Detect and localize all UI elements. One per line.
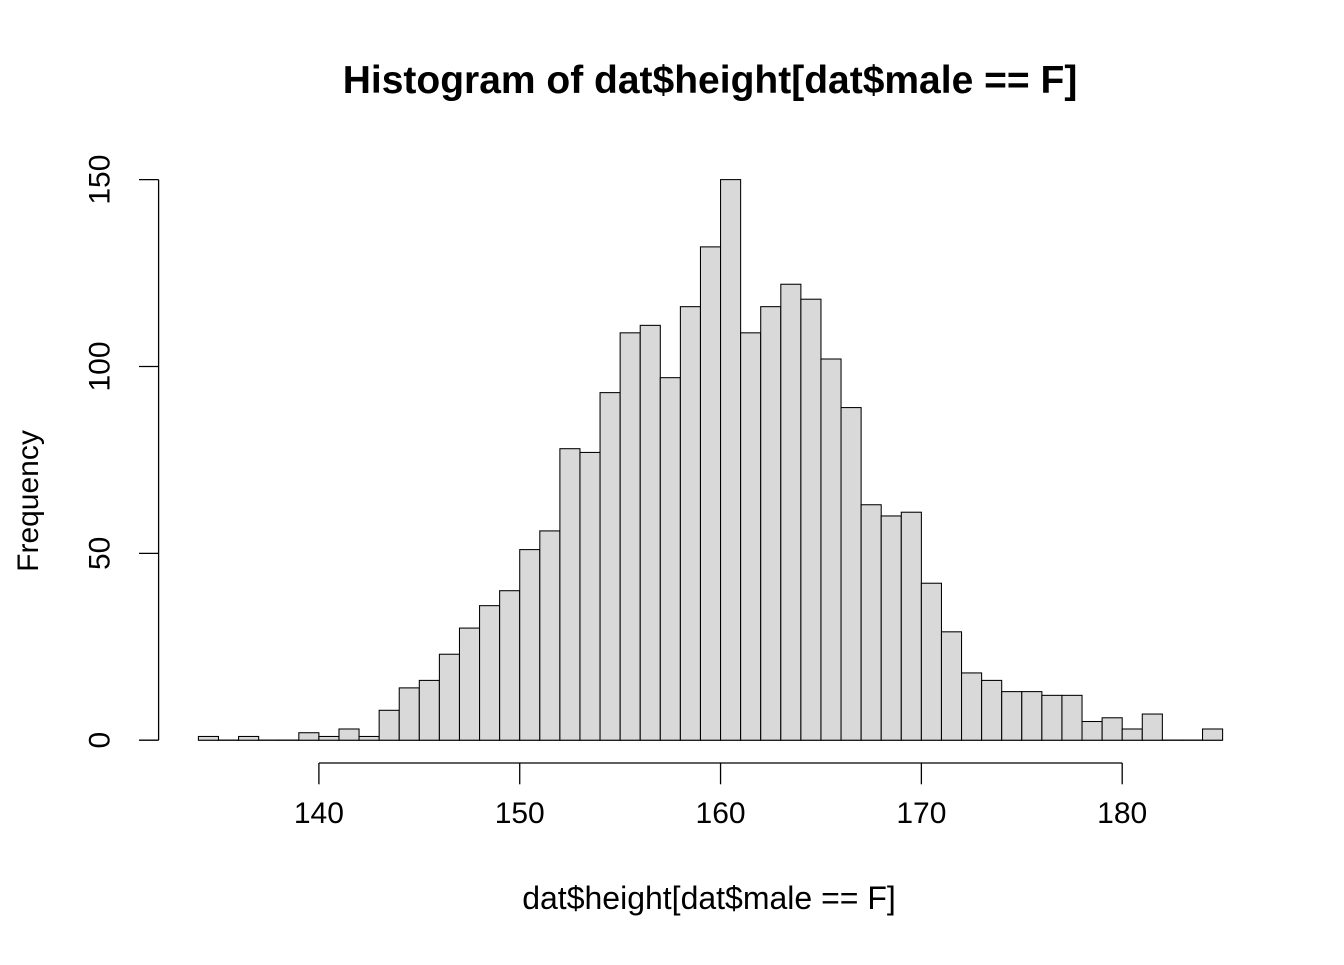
svg-text:dat$height[dat$male == F]: dat$height[dat$male == F]	[522, 880, 896, 916]
svg-text:170: 170	[896, 797, 946, 830]
svg-text:150: 150	[84, 155, 117, 205]
svg-text:180: 180	[1097, 797, 1147, 830]
svg-text:50: 50	[84, 537, 117, 570]
svg-text:140: 140	[294, 797, 344, 830]
svg-text:0: 0	[84, 732, 117, 749]
svg-text:Histogram of dat$height[dat$ma: Histogram of dat$height[dat$male == F]	[343, 59, 1078, 102]
svg-text:160: 160	[696, 797, 746, 830]
svg-text:100: 100	[84, 341, 117, 391]
svg-text:150: 150	[495, 797, 545, 830]
svg-text:Frequency: Frequency	[12, 430, 45, 572]
